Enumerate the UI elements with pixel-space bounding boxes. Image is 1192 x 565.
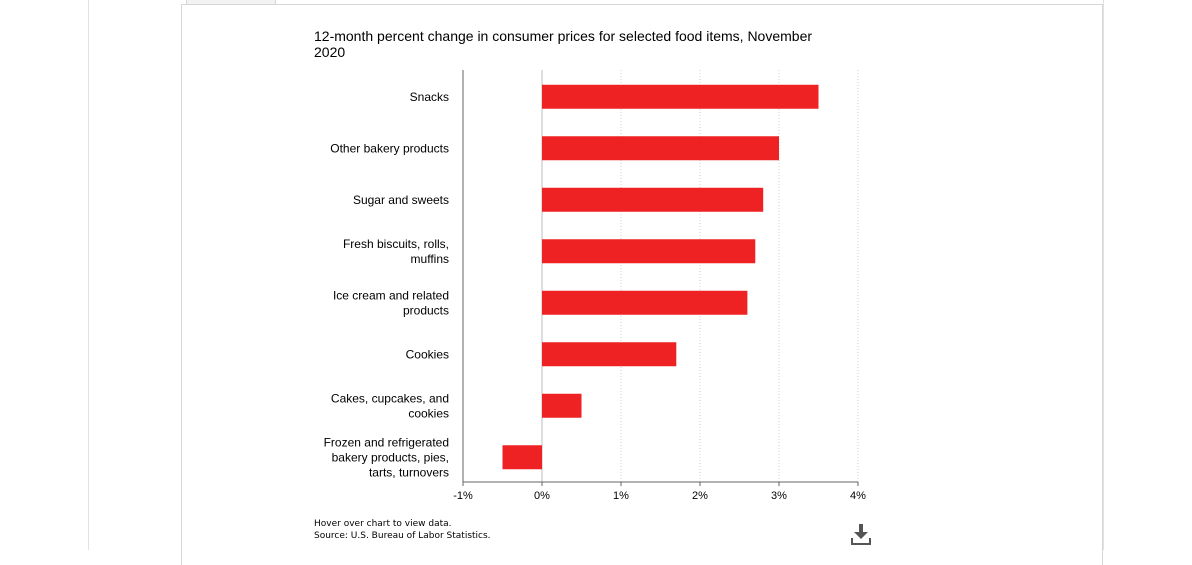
x-axis-ticks: -1% 0% 1% 2% 3% 4% <box>453 481 866 502</box>
chart-title: 12-month percent change in consumer pric… <box>314 28 813 60</box>
hover-note: Hover over chart to view data. <box>314 519 452 529</box>
category-label: Fresh biscuits, rolls, muffins <box>343 237 449 266</box>
bar[interactable] <box>542 136 779 161</box>
category-labels: Snacks Other bakery products Sugar and swe… <box>324 90 449 480</box>
tick-label: 1% <box>613 490 629 502</box>
page-border-left <box>88 0 89 550</box>
bar[interactable] <box>542 290 748 315</box>
category-label: Ice cream and related products <box>333 288 449 317</box>
category-label: Sugar and sweets <box>353 193 449 207</box>
bar[interactable] <box>542 393 582 418</box>
bar[interactable] <box>542 187 764 212</box>
bar-chart[interactable]: Snacks Other bakery products Sugar and swe… <box>0 0 1192 550</box>
tick-label: 3% <box>771 490 787 502</box>
panel-tab[interactable] <box>186 0 276 5</box>
tick-label: 0% <box>534 490 550 502</box>
category-label: Other bakery products <box>330 141 449 155</box>
download-button[interactable] <box>849 521 873 547</box>
bar[interactable] <box>542 342 677 367</box>
bars[interactable] <box>502 84 819 470</box>
bar[interactable] <box>542 84 819 109</box>
category-label: Frozen and refrigerated bakery products, … <box>324 435 449 479</box>
tick-label: -1% <box>453 490 473 502</box>
category-label: Cakes, cupcakes, and cookies <box>331 391 449 420</box>
grid-lines <box>462 70 859 482</box>
source-note: Source: U.S. Bureau of Labor Statistics. <box>314 531 491 541</box>
bar[interactable] <box>542 239 756 264</box>
tick-label: 2% <box>692 490 708 502</box>
tick-label: 4% <box>850 490 866 502</box>
page-border-right <box>1103 0 1104 550</box>
category-label: Snacks <box>410 90 449 104</box>
bar[interactable] <box>502 445 543 470</box>
download-icon <box>851 524 871 545</box>
category-label: Cookies <box>406 347 449 361</box>
